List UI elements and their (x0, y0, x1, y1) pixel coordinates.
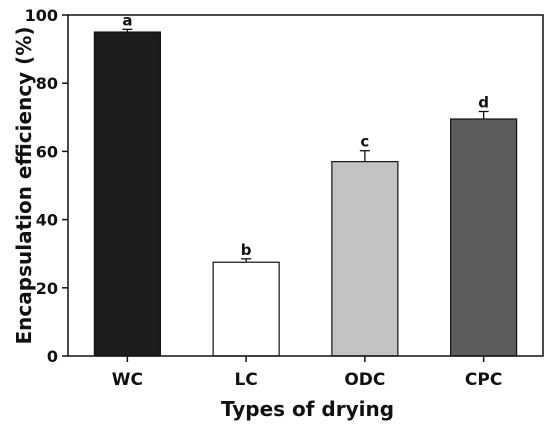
significance-letter: a (122, 11, 132, 29)
y-tick-label: 60 (36, 142, 58, 161)
y-tick-label: 20 (36, 279, 58, 298)
significance-letter: d (478, 94, 489, 112)
x-tick-label: LC (234, 370, 257, 390)
y-tick-label: 40 (36, 211, 58, 230)
y-axis-ticks: 0 20 40 60 80 100 (25, 6, 68, 366)
plot-frame (67, 14, 544, 357)
x-tick-label: ODC (344, 370, 385, 390)
y-tick-label: 0 (47, 347, 58, 366)
bar-wc (93, 31, 161, 357)
significance-letter: b (241, 241, 252, 259)
x-tick-label: CPC (465, 370, 502, 390)
y-tick-label: 100 (25, 6, 58, 25)
significance-letters-group: a b c d (122, 11, 489, 258)
significance-letter: c (360, 133, 369, 151)
error-bars-group (122, 28, 489, 263)
bar-lc (212, 261, 280, 357)
bar-odc (331, 161, 399, 357)
bar-cpc (450, 118, 518, 357)
x-tick-label: WC (112, 370, 143, 390)
y-axis-title: Encapsulation efficiency (%) (12, 27, 36, 345)
bars-group (93, 31, 518, 357)
x-axis-ticks: WC LC ODC CPC (112, 356, 502, 390)
x-axis-title: Types of drying (221, 397, 394, 421)
y-tick-label: 80 (36, 74, 58, 93)
